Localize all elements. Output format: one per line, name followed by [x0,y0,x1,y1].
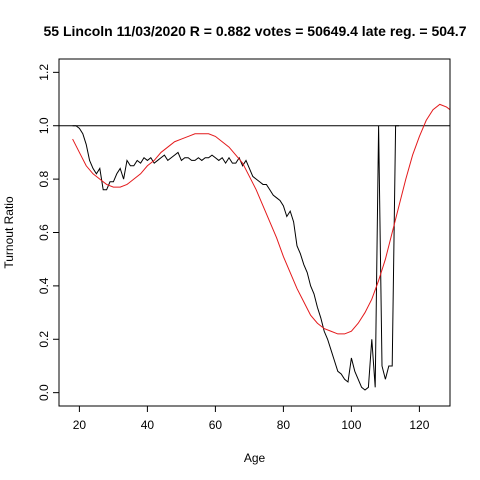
x-tick-label: 80 [277,418,291,432]
chart-title: 55 Lincoln 11/03/2020 R = 0.882 votes = … [43,23,466,39]
plot-frame [58,58,451,407]
y-tick-label: 1.0 [37,117,51,134]
series-line-0 [72,125,399,391]
series-line-1 [72,103,451,335]
plot-area [59,103,451,391]
x-tick-label: 120 [409,418,429,432]
x-axis: 20 40 60 80 100 120 [73,406,430,432]
y-tick-label: 0.2 [37,331,51,348]
x-tick-label: 20 [73,418,87,432]
y-axis-label: Turnout Ratio [2,196,16,269]
y-tick-label: 0.8 [37,170,51,187]
x-tick-label: 40 [141,418,155,432]
x-tick-label: 100 [341,418,361,432]
y-tick-label: 0.4 [37,277,51,294]
y-tick-label: 1.2 [37,64,51,81]
y-axis: 0.0 0.2 0.4 0.6 0.8 1.0 1.2 [37,64,59,401]
x-tick-label: 60 [209,418,223,432]
y-tick-label: 0.0 [37,384,51,401]
x-axis-label: Age [244,451,266,465]
y-tick-label: 0.6 [37,224,51,241]
